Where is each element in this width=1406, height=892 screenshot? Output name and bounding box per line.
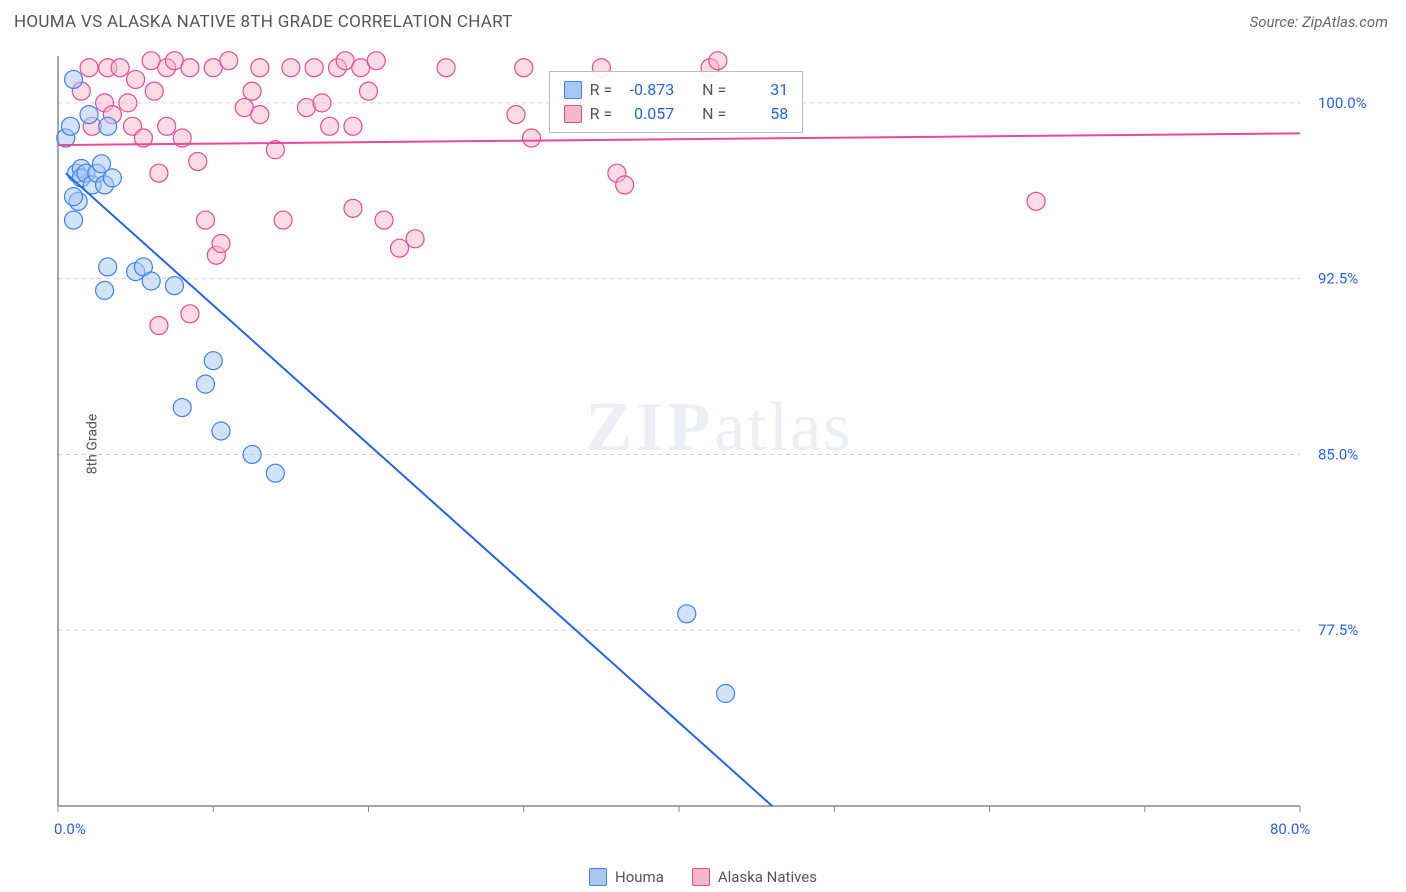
chart-source: Source: ZipAtlas.com [1250,13,1388,31]
legend-swatch-alaska [692,868,710,886]
legend: Houma Alaska Natives [589,868,817,886]
svg-text:85.0%: 85.0% [1318,445,1358,463]
y-axis-label: 8th Grade [84,414,100,475]
svg-text:77.5%: 77.5% [1318,621,1358,639]
legend-label-alaska: Alaska Natives [718,868,817,886]
stats-row-houma: R =-0.873 N =31 [564,78,789,102]
svg-text:100.0%: 100.0% [1318,94,1367,112]
stats-swatch-houma [564,81,582,99]
svg-text:92.5%: 92.5% [1318,270,1358,288]
correlation-stats-box: R =-0.873 N =31R =0.057 N =58 [549,71,804,133]
legend-item-alaska: Alaska Natives [692,868,817,886]
chart-header: HOUMA VS ALASKA NATIVE 8TH GRADE CORRELA… [0,0,1406,40]
chart-area: 77.5%85.0%92.5%100.0% 8th Grade ZIPatlas… [48,46,1390,842]
legend-item-houma: Houma [589,868,664,886]
scatter-chart: 77.5% 85.0% 92.5% 100.0% [48,46,1390,842]
legend-label-houma: Houma [615,868,664,886]
x-axis-max-label: 80.0% [1270,820,1310,838]
x-axis-min-label: 0.0% [54,820,86,838]
stats-row-alaska: R =0.057 N =58 [564,102,789,126]
legend-swatch-houma [589,868,607,886]
stats-swatch-alaska [564,105,582,123]
chart-title: HOUMA VS ALASKA NATIVE 8TH GRADE CORRELA… [14,12,513,32]
